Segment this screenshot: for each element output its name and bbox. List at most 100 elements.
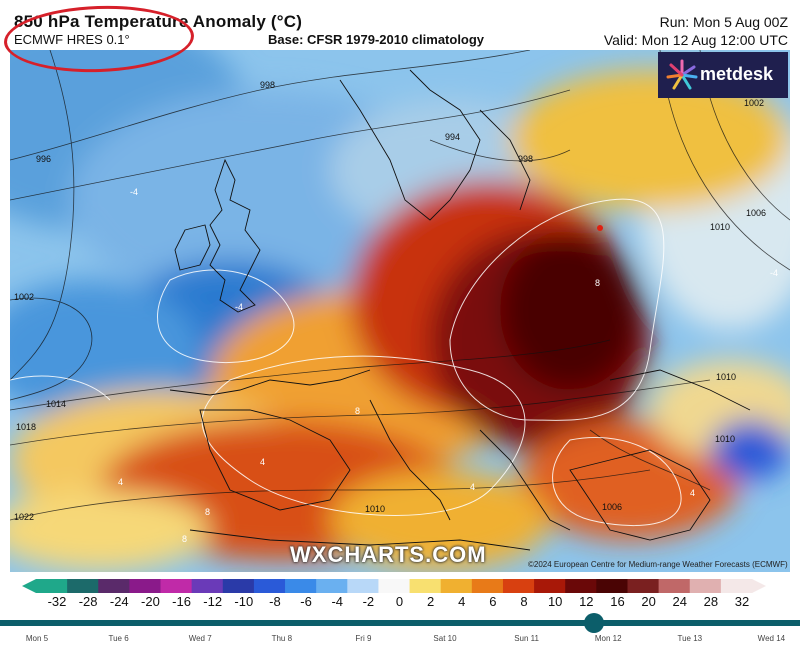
colorbar-tick-label: -20: [141, 594, 160, 609]
isobars: [10, 50, 790, 521]
anomaly-label: 8: [595, 278, 600, 288]
isobar-label: 1010: [716, 372, 736, 382]
colorbar-segment: [502, 579, 535, 593]
timeline-day-label[interactable]: Fri 9: [355, 634, 372, 643]
anomaly-label: 8: [182, 534, 187, 544]
timeline-day-label[interactable]: Wed 7: [188, 634, 212, 643]
header: 850 hPa Temperature Anomaly (°C) ECMWF H…: [0, 0, 800, 50]
colorbar-segment: [129, 579, 162, 593]
colorbar-segment: [67, 579, 99, 593]
colorbar-end-left: [22, 579, 36, 593]
colorbar-segment: [471, 579, 504, 593]
timeline-day-label[interactable]: Mon 12: [594, 634, 622, 643]
colorbar-tick-label: -24: [109, 594, 129, 609]
copyright: ©2024 European Centre for Medium-range W…: [528, 560, 788, 569]
colorbar-tick-label: 10: [547, 594, 563, 609]
colorbar-tick-label: 32: [734, 594, 750, 609]
colorbar-segment: [222, 579, 255, 593]
base-label: Base: CFSR 1979-2010 climatology: [268, 32, 485, 47]
colorbar-segment: [409, 579, 442, 593]
model-label: ECMWF HRES 0.1°: [14, 32, 130, 47]
anomaly-label: 8: [355, 406, 360, 416]
timeline-day-label[interactable]: Sat 10: [433, 634, 457, 643]
anomaly-contours: [10, 198, 682, 527]
colorbar-segment: [191, 579, 224, 593]
isobar-label: 998: [260, 80, 275, 90]
isobar-label: 998: [518, 154, 533, 164]
colorbar-tick-label: -16: [172, 594, 191, 609]
isobar-label: 1010: [715, 434, 735, 444]
isobar-label: 996: [36, 154, 51, 164]
colorbar-segment: [720, 579, 753, 593]
colorbar-tick-label: -2: [362, 594, 375, 609]
max-marker: [597, 225, 603, 231]
colorbar-tick-label: -4: [331, 594, 343, 609]
isobar-label: 994: [445, 132, 460, 142]
isobar-label: 1022: [14, 512, 34, 522]
colorbar-segment: [689, 579, 722, 593]
colorbar-segment: [36, 579, 68, 593]
colorbar-tick-label: -6: [300, 594, 312, 609]
isobar-labels: 998 996 994 998 1002 1002 1006 1010 1014…: [14, 80, 766, 522]
timeline-day-label[interactable]: Tue 13: [677, 634, 703, 643]
isobar-label: 1002: [744, 98, 764, 108]
colorbar-segment: [627, 579, 660, 593]
anomaly-label: -4: [235, 302, 243, 312]
colorbar-tick-label: 20: [641, 594, 656, 609]
isobar-label: 1010: [365, 504, 385, 514]
colorbar-segment: [98, 579, 130, 593]
colorbar-tick-label: 24: [672, 594, 687, 609]
isobar-label: 1006: [746, 208, 766, 218]
colorbar-segment: [378, 579, 411, 593]
colorbar-segment: [347, 579, 379, 593]
colorbar-tick-label: 2: [427, 594, 435, 609]
colorbar-tick-label: 6: [489, 594, 497, 609]
anomaly-labels: -4 -4 4 8 8 8 4 4 8 -4 4: [118, 187, 778, 544]
timeline-days: Mon 5 Tue 6 Wed 7 Thu 8 Fri 9 Sat 10 Sun 11 Mon…: [0, 634, 800, 650]
valid-label: Valid: Mon 12 Aug 12:00 UTC: [603, 32, 788, 48]
timeline-day-label[interactable]: Tue 6: [108, 634, 129, 643]
logo-burst-icon: [666, 59, 698, 90]
timeline-track[interactable]: [0, 620, 800, 626]
isobar-label: 1018: [16, 422, 36, 432]
timeline-day-label[interactable]: Thu 8: [271, 634, 293, 643]
colorbar-segment: [253, 579, 286, 593]
anomaly-label: -4: [770, 268, 778, 278]
anomaly-label: -4: [130, 187, 138, 197]
colorbar-svg: [22, 579, 766, 593]
colorbar-segment: [658, 579, 691, 593]
colorbar-ticks: -32 -28 -24 -20 -16 -12 -10 -8 -6 -4 -2 0 2 4 6 8 10 12 16…: [0, 594, 800, 612]
anomaly-label: 4: [260, 457, 265, 467]
colorbar-tick-label: -28: [78, 594, 98, 609]
watermark: WXCHARTS.COM: [290, 542, 487, 567]
colorbar-end-right: [752, 579, 766, 593]
run-label: Run: Mon 5 Aug 00Z: [659, 14, 788, 30]
colorbar: [22, 579, 766, 593]
timeline-day-label[interactable]: Sun 11: [514, 634, 539, 643]
colorbar-tick-label: -8: [269, 594, 281, 609]
colorbar-segment: [316, 579, 348, 593]
isobar-label: 1010: [710, 222, 730, 232]
colorbar-tick-label: -10: [234, 594, 254, 609]
colorbar-tick-label: 28: [703, 594, 719, 609]
colorbar-tick-label: 0: [395, 594, 404, 609]
anomaly-label: 4: [470, 482, 475, 492]
anomaly-map: 998 996 994 998 1002 1002 1006 1010 1014…: [10, 50, 790, 572]
anomaly-label: 4: [690, 488, 695, 498]
timeline-day-label[interactable]: Mon 5: [25, 634, 49, 643]
anomaly-field: [10, 50, 790, 570]
colorbar-tick-label: 4: [458, 594, 466, 609]
colorbar-segment: [534, 579, 566, 593]
timeline-slider-handle[interactable]: [584, 613, 604, 633]
anomaly-label: 4: [118, 477, 123, 487]
isobar-label: 1006: [602, 502, 622, 512]
map-svg: 998 996 994 998 1002 1002 1006 1010 1014…: [10, 50, 790, 572]
colorbar-segment: [160, 579, 193, 593]
timeline-day-label[interactable]: Wed 14: [757, 634, 786, 643]
metdesk-logo: metdesk: [658, 52, 788, 98]
colorbar-tick-label: 16: [610, 594, 625, 609]
colorbar-tick-label: 12: [579, 594, 594, 609]
chart-title: 850 hPa Temperature Anomaly (°C): [14, 12, 303, 31]
colorbar-tick-label: -32: [47, 594, 67, 609]
colorbar-segment: [596, 579, 628, 593]
